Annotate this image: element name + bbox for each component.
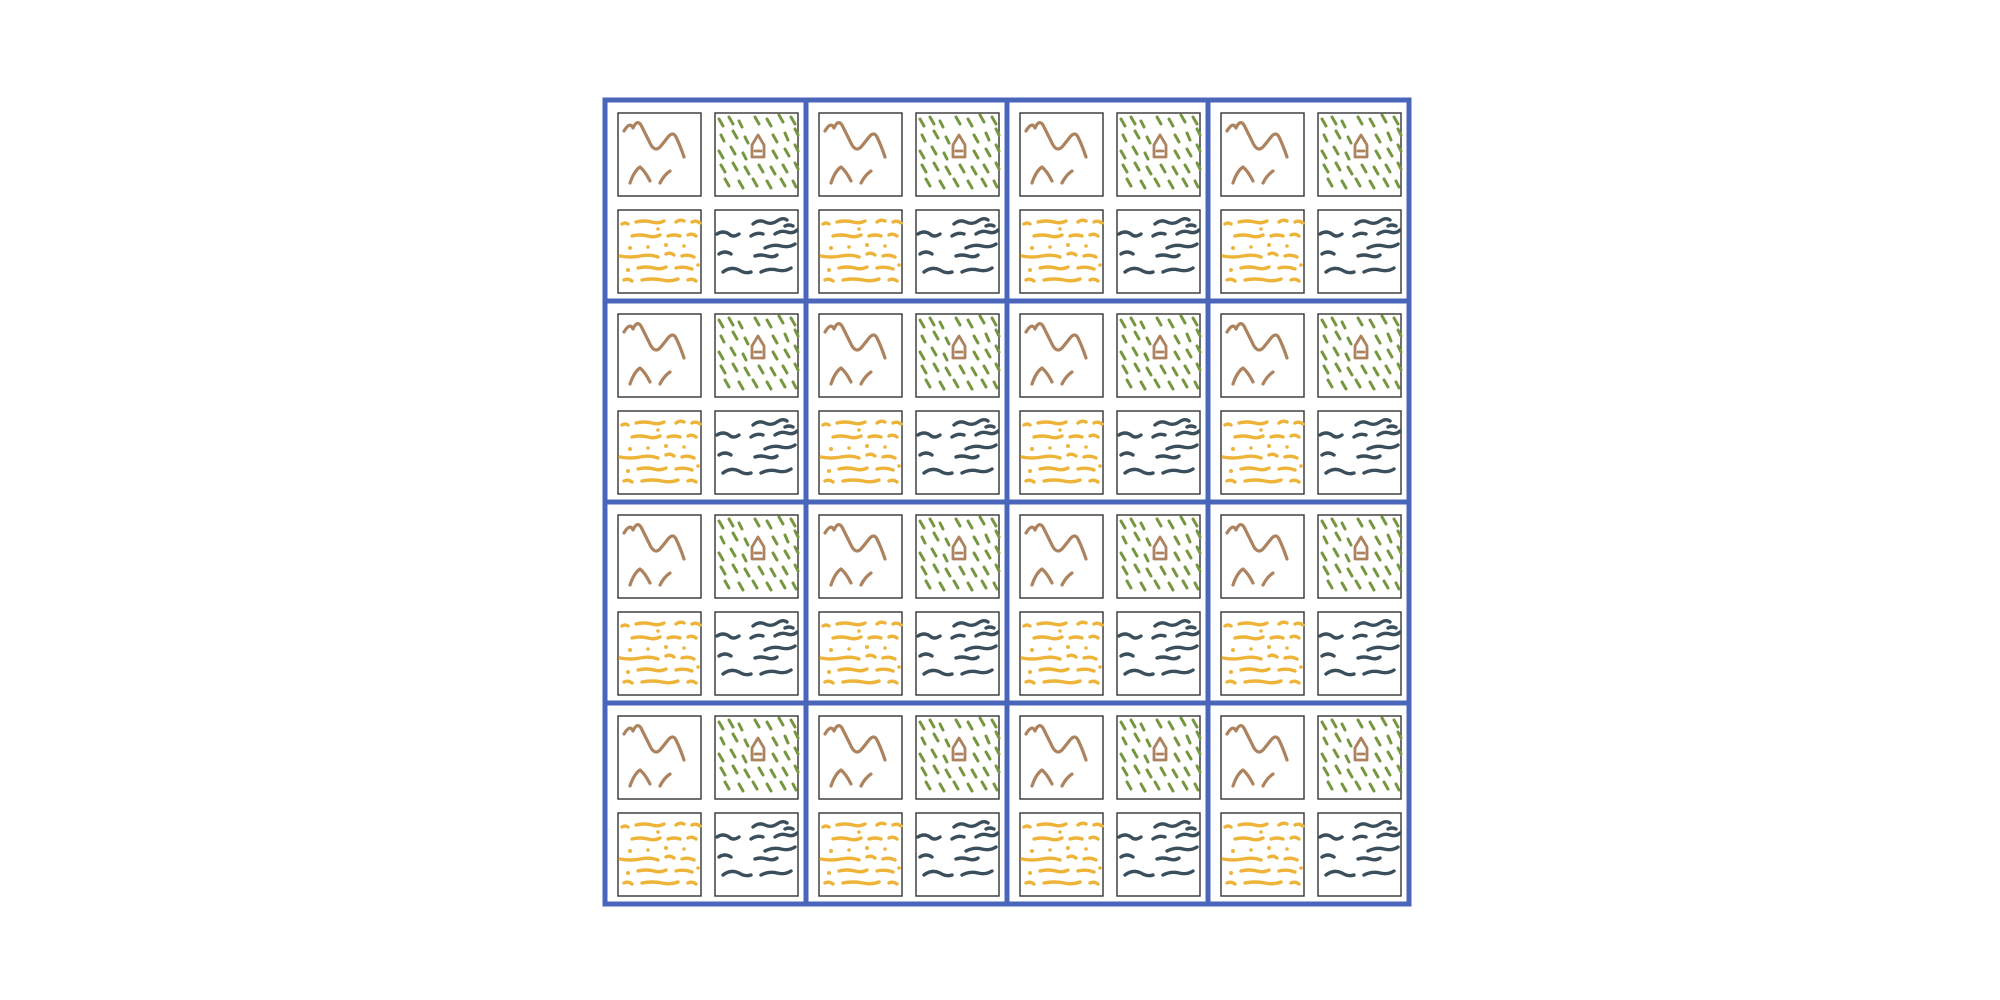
mountains-tile xyxy=(617,313,702,398)
water-waves-tile xyxy=(1116,812,1201,897)
forest-hut-tile xyxy=(1116,715,1202,800)
grid-cell xyxy=(1220,313,1403,495)
sand-dunes-tile xyxy=(1019,410,1104,495)
mountains-tile xyxy=(1019,313,1104,398)
water-waves-tile xyxy=(915,611,1000,696)
sand-dunes-tile xyxy=(818,812,903,897)
forest-hut-tile xyxy=(1317,112,1403,197)
grid-cell xyxy=(1019,313,1202,495)
sand-dunes-tile xyxy=(818,611,903,696)
water-waves-tile xyxy=(1317,209,1402,294)
grid-cell xyxy=(818,112,1001,294)
sand-dunes-tile xyxy=(617,812,702,897)
sand-dunes-tile xyxy=(617,611,702,696)
water-waves-tile xyxy=(714,209,799,294)
grid-cell xyxy=(1019,715,1202,897)
water-waves-tile xyxy=(915,812,1000,897)
forest-hut-tile xyxy=(1317,715,1403,800)
forest-hut-tile xyxy=(714,313,800,398)
forest-hut-tile xyxy=(1116,514,1202,599)
water-waves-tile xyxy=(1317,611,1402,696)
forest-hut-tile xyxy=(1116,112,1202,197)
mountains-tile xyxy=(1220,715,1305,800)
forest-hut-tile xyxy=(915,514,1001,599)
sand-dunes-tile xyxy=(1220,611,1305,696)
grid-cell xyxy=(617,313,800,495)
mountains-tile xyxy=(1220,514,1305,599)
mountains-tile xyxy=(818,514,903,599)
grid-cell xyxy=(617,514,800,696)
grid-cell xyxy=(617,112,800,294)
water-waves-tile xyxy=(714,611,799,696)
forest-hut-tile xyxy=(714,112,800,197)
forest-hut-tile xyxy=(714,514,800,599)
forest-hut-tile xyxy=(915,313,1001,398)
mountains-tile xyxy=(617,112,702,197)
sand-dunes-tile xyxy=(1019,611,1104,696)
sand-dunes-tile xyxy=(1220,410,1305,495)
grid-lines xyxy=(602,97,1412,907)
sand-dunes-tile xyxy=(617,410,702,495)
grid-cell xyxy=(1220,112,1403,294)
grid-cell xyxy=(1019,112,1202,294)
grid-cell xyxy=(818,514,1001,696)
sand-dunes-tile xyxy=(617,209,702,294)
sand-dunes-tile xyxy=(1019,812,1104,897)
water-waves-tile xyxy=(1116,410,1201,495)
mountains-tile xyxy=(1019,514,1104,599)
grid-cells xyxy=(617,112,1403,897)
water-waves-tile xyxy=(915,209,1000,294)
sand-dunes-tile xyxy=(818,410,903,495)
mountains-tile xyxy=(617,715,702,800)
water-waves-tile xyxy=(1116,209,1201,294)
grid-cell xyxy=(818,313,1001,495)
mountains-tile xyxy=(617,514,702,599)
water-waves-tile xyxy=(1116,611,1201,696)
forest-hut-tile xyxy=(1317,514,1403,599)
mountains-tile xyxy=(1019,112,1104,197)
forest-hut-tile xyxy=(1317,313,1403,398)
water-waves-tile xyxy=(1317,812,1402,897)
mountains-tile xyxy=(818,715,903,800)
grid-cell xyxy=(1220,514,1403,696)
water-waves-tile xyxy=(915,410,1000,495)
grid-cell xyxy=(1220,715,1403,897)
water-waves-tile xyxy=(1317,410,1402,495)
forest-hut-tile xyxy=(915,112,1001,197)
mountains-tile xyxy=(818,112,903,197)
water-waves-tile xyxy=(714,410,799,495)
sand-dunes-tile xyxy=(1019,209,1104,294)
sand-dunes-tile xyxy=(818,209,903,294)
mountains-tile xyxy=(818,313,903,398)
sand-dunes-tile xyxy=(1220,812,1305,897)
mountains-tile xyxy=(1220,313,1305,398)
forest-hut-tile xyxy=(714,715,800,800)
grid-cell xyxy=(617,715,800,897)
grid-cell xyxy=(1019,514,1202,696)
mountains-tile xyxy=(1019,715,1104,800)
forest-hut-tile xyxy=(1116,313,1202,398)
forest-hut-tile xyxy=(915,715,1001,800)
water-waves-tile xyxy=(714,812,799,897)
grid-cell xyxy=(818,715,1001,897)
sand-dunes-tile xyxy=(1220,209,1305,294)
tile-frame xyxy=(915,812,1000,897)
mountains-tile xyxy=(1220,112,1305,197)
